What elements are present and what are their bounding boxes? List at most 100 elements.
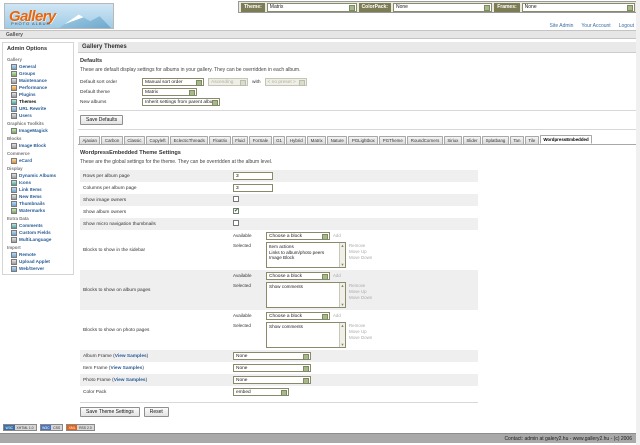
sidebar-item-dynamic-albums[interactable]: Dynamic Albums bbox=[3, 172, 73, 179]
item-frame-select[interactable]: None bbox=[233, 364, 311, 372]
sidebar-item-thumbnails[interactable]: Thumbnails bbox=[3, 200, 73, 207]
album-frame-select[interactable]: None bbox=[233, 352, 311, 360]
sidebar-add-button[interactable]: Add bbox=[333, 233, 341, 238]
sort-direction-select[interactable]: Ascending bbox=[208, 78, 248, 86]
photo-add-button[interactable]: Add bbox=[333, 313, 341, 318]
tab-ajaxian[interactable]: Ajaxian bbox=[79, 135, 101, 144]
photo-move-up-button[interactable]: Move Up bbox=[349, 329, 367, 334]
list-item[interactable]: Item actions bbox=[269, 244, 294, 249]
album-remove-button[interactable]: Remove bbox=[349, 283, 366, 288]
logout-link[interactable]: Logout bbox=[618, 23, 634, 29]
sidebar-item-groups[interactable]: Groups bbox=[3, 70, 73, 77]
sidebar-available-select[interactable]: Choose a block bbox=[266, 232, 330, 240]
tab-fluid[interactable]: Fluid bbox=[231, 135, 249, 144]
sidebar-item-imagemagick[interactable]: ImageMagick bbox=[3, 127, 73, 134]
sidebar-item-image-block[interactable]: Image Block bbox=[3, 142, 73, 149]
show-micro-nav-checkbox[interactable] bbox=[233, 220, 239, 226]
frames-toolbar-select[interactable]: None bbox=[521, 2, 635, 12]
tab-tile[interactable]: Tile bbox=[524, 135, 539, 144]
list-item[interactable]: Links to album/photo peers bbox=[269, 249, 325, 255]
tab-forsale[interactable]: ForSale bbox=[249, 135, 272, 144]
photo-selected-listbox[interactable]: Show comments bbox=[266, 322, 346, 348]
sidebar-item-comments[interactable]: Comments bbox=[3, 222, 73, 229]
list-item[interactable]: Show comments bbox=[269, 284, 303, 289]
gallery-logo[interactable]: Gallery PHOTO ALBUM bbox=[4, 3, 114, 29]
sidebar-item-icons[interactable]: Icons bbox=[3, 179, 73, 186]
validator-badge[interactable]: W3C CSS bbox=[39, 424, 64, 431]
new-albums-select[interactable]: Inherit settings from parent album bbox=[142, 98, 220, 106]
tab-tan[interactable]: Tan bbox=[509, 135, 524, 144]
album-selected-listbox[interactable]: Show comments bbox=[266, 282, 346, 308]
sidebar-item-plugins[interactable]: Plugins bbox=[3, 91, 73, 98]
site-admin-link[interactable]: Site Admin bbox=[549, 23, 574, 29]
tab-siriux[interactable]: Siriux bbox=[443, 135, 462, 144]
tab-floatrix[interactable]: Floatrix bbox=[209, 135, 231, 144]
save-theme-settings-button[interactable]: Save Theme Settings bbox=[80, 407, 140, 417]
theme-toolbar-select[interactable]: Matrix bbox=[266, 2, 357, 12]
your-account-link[interactable]: Your Account bbox=[581, 23, 611, 29]
sidebar-move-up-button[interactable]: Move Up bbox=[349, 249, 367, 254]
preset-select[interactable]: < no preset > bbox=[264, 78, 307, 86]
photo-frame-view-samples-link[interactable]: View Samples bbox=[113, 377, 146, 383]
rows-per-page-input[interactable] bbox=[233, 172, 273, 180]
tab-matrix[interactable]: Matrix bbox=[307, 135, 327, 144]
sidebar-item-themes[interactable]: Themes bbox=[3, 98, 73, 105]
sidebar-item-upload-applet[interactable]: Upload Applet bbox=[3, 258, 73, 265]
album-move-up-button[interactable]: Move Up bbox=[349, 289, 367, 294]
scrollbar[interactable] bbox=[339, 323, 345, 347]
color-pack-select[interactable]: embed bbox=[233, 388, 289, 396]
scrollbar[interactable] bbox=[339, 243, 345, 267]
list-item[interactable]: Image Block bbox=[269, 255, 295, 260]
sidebar-item-multilanguage[interactable]: MultiLanguage bbox=[3, 236, 73, 243]
sidebar-item-custom-fields[interactable]: Custom Fields bbox=[3, 229, 73, 236]
photo-available-select[interactable]: Choose a block bbox=[266, 312, 330, 320]
validator-badge[interactable]: XML RSS 2.0 bbox=[66, 424, 95, 431]
breadcrumb[interactable]: Gallery bbox=[6, 32, 23, 38]
sidebar-item-web-server[interactable]: Web/Server bbox=[3, 265, 73, 272]
default-theme-select[interactable]: Matrix bbox=[142, 88, 197, 96]
colorpack-toolbar-select[interactable]: None bbox=[392, 2, 493, 12]
page-scrollbar[interactable] bbox=[636, 0, 640, 445]
photo-remove-button[interactable]: Remove bbox=[349, 323, 366, 328]
tab-wordpressembedded[interactable]: WordpressEmbedded bbox=[539, 134, 593, 144]
tab-roundcorners[interactable]: RoundCorners bbox=[407, 135, 443, 144]
tab-pgtheme[interactable]: PGTheme bbox=[379, 135, 407, 144]
show-image-owners-checkbox[interactable] bbox=[233, 196, 239, 202]
sidebar-item-link-items[interactable]: Link Items bbox=[3, 186, 73, 193]
tab-pglightbox[interactable]: PGLightbox bbox=[348, 135, 379, 144]
validator-badge[interactable]: W3C XHTML 1.0 bbox=[3, 424, 37, 431]
tab-nature[interactable]: Nature bbox=[327, 135, 348, 144]
tab-copyleft[interactable]: Copyleft bbox=[145, 135, 170, 144]
show-album-owners-checkbox[interactable] bbox=[233, 208, 239, 215]
tab-classic[interactable]: Classic bbox=[123, 135, 145, 144]
sidebar-item-general[interactable]: General bbox=[3, 63, 73, 70]
sidebar-move-down-button[interactable]: Move Down bbox=[349, 255, 373, 260]
save-defaults-button[interactable]: Save Defaults bbox=[80, 115, 124, 125]
list-item[interactable]: Show comments bbox=[269, 324, 303, 329]
sidebar-remove-button[interactable]: Remove bbox=[349, 243, 366, 248]
scrollbar[interactable] bbox=[339, 283, 345, 307]
tab-slider[interactable]: Slider bbox=[462, 135, 482, 144]
sidebar-selected-listbox[interactable]: Item actions Links to album/photo peers … bbox=[266, 242, 346, 268]
tab-eclecticthreads[interactable]: EclecticThreads bbox=[170, 135, 209, 144]
sidebar-item-ecard[interactable]: eCard bbox=[3, 157, 73, 164]
photo-move-down-button[interactable]: Move Down bbox=[349, 335, 373, 340]
sidebar-item-users[interactable]: Users bbox=[3, 112, 73, 119]
sidebar-item-performance[interactable]: Performance bbox=[3, 84, 73, 91]
sidebar-item-watermarks[interactable]: Watermarks bbox=[3, 207, 73, 214]
album-frame-view-samples-link[interactable]: View Samples bbox=[114, 353, 147, 359]
sidebar-item-url-rewrite[interactable]: URL Rewrite bbox=[3, 105, 73, 112]
photo-frame-select[interactable]: None bbox=[233, 376, 311, 384]
item-frame-view-samples-link[interactable]: View Samples bbox=[110, 365, 143, 371]
sidebar-item-maintenance[interactable]: Maintenance bbox=[3, 77, 73, 84]
album-add-button[interactable]: Add bbox=[333, 273, 341, 278]
default-sort-order-select[interactable]: Manual sort order bbox=[142, 78, 204, 86]
album-available-select[interactable]: Choose a block bbox=[266, 272, 330, 280]
tab-splatbang[interactable]: Splatbang bbox=[482, 135, 509, 144]
tab-hybrid[interactable]: Hybrid bbox=[286, 135, 307, 144]
tab-g1[interactable]: G1 bbox=[272, 135, 286, 144]
sidebar-item-remote[interactable]: Remote bbox=[3, 251, 73, 258]
tab-carbon[interactable]: Carbon bbox=[101, 135, 123, 144]
sidebar-item-new-items[interactable]: New Items bbox=[3, 193, 73, 200]
cols-per-page-input[interactable] bbox=[233, 184, 273, 192]
